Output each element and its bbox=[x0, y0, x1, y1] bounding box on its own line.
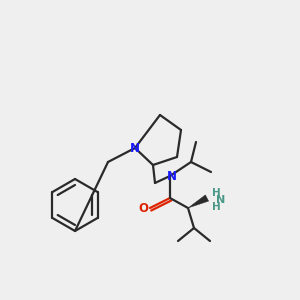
Text: N: N bbox=[216, 195, 226, 205]
Text: N: N bbox=[167, 169, 177, 182]
Text: O: O bbox=[138, 202, 148, 214]
Polygon shape bbox=[188, 195, 208, 208]
Text: N: N bbox=[130, 142, 140, 154]
Text: H: H bbox=[212, 188, 220, 198]
Text: H: H bbox=[212, 202, 220, 212]
